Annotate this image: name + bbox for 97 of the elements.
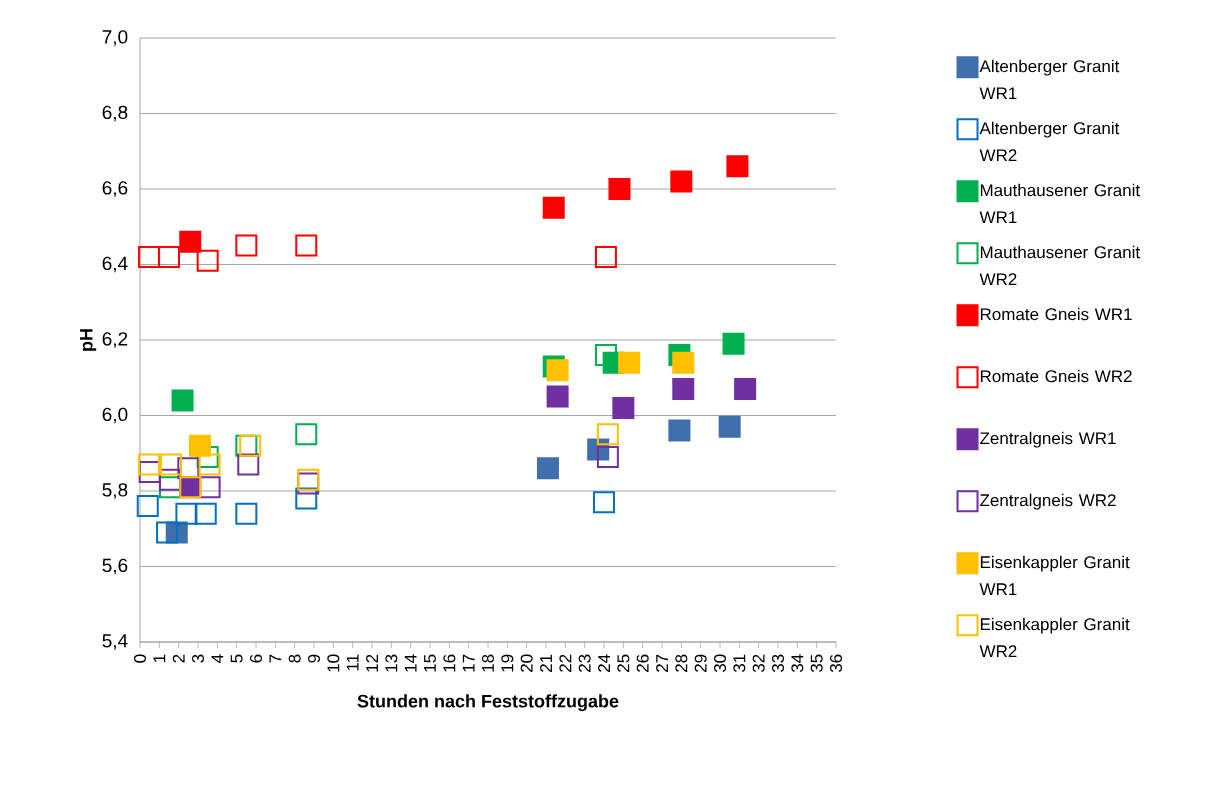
legend-label: Romate Gneis WR2: [980, 369, 1132, 383]
point: [734, 378, 757, 401]
x-tick-label: 13: [385, 654, 398, 672]
point: [542, 196, 565, 219]
point: [596, 423, 619, 446]
y-tick-label: 6,0: [102, 407, 128, 424]
point: [672, 351, 695, 374]
x-tick-label: 1: [153, 654, 166, 663]
x-tick-label: 29: [694, 654, 707, 672]
point: [237, 453, 260, 476]
x-tick-label: 7: [269, 654, 282, 663]
x-tick-label: 14: [404, 654, 417, 672]
point: [158, 245, 181, 268]
point: [670, 170, 693, 193]
point: [718, 415, 741, 438]
point: [235, 502, 258, 525]
point: [546, 385, 569, 408]
point: [594, 344, 617, 367]
x-tick-label: 18: [481, 654, 495, 672]
x-tick-label: 33: [771, 654, 785, 673]
x-tick-label: 4: [211, 654, 224, 663]
x-tick-label: 12: [366, 654, 378, 672]
x-tick-label: 24: [598, 654, 610, 672]
x-tick-label: 19: [501, 654, 514, 672]
point: [536, 457, 559, 480]
point: [608, 177, 631, 200]
point: [612, 396, 635, 419]
point: [295, 423, 318, 446]
y-tick-label: 7,0: [102, 30, 128, 46]
x-tick-label: 15: [424, 654, 436, 672]
point: [596, 446, 619, 469]
x-tick-label: 0: [133, 654, 147, 663]
point: [295, 234, 318, 257]
x-tick-label: 9: [307, 654, 321, 663]
legend-label: Zentralgneis WR2: [980, 493, 1116, 510]
x-axis-title: Stunden nach Feststoffzugabe: [357, 694, 619, 712]
point: [136, 495, 159, 518]
x-tick-label: 11: [346, 654, 359, 671]
point: [194, 502, 217, 525]
point: [198, 453, 221, 476]
point: [196, 249, 219, 272]
x-tick-label: 22: [559, 654, 572, 672]
point: [726, 155, 749, 178]
point: [138, 453, 161, 476]
point: [672, 378, 695, 401]
x-tick-label: 2: [172, 654, 185, 663]
legend-label: Altenberger Granit WR2: [979, 121, 1120, 162]
x-tick-label: 6: [249, 654, 263, 663]
x-tick-label: 8: [288, 654, 301, 663]
x-tick-label: 5: [230, 654, 243, 663]
point: [594, 245, 617, 268]
point: [618, 351, 641, 374]
x-tick-label: 28: [675, 654, 688, 672]
point: [295, 487, 318, 510]
x-tick-label: 31: [733, 654, 746, 673]
point: [171, 389, 194, 412]
legend-label: Eisenkappler Granit WR2: [979, 617, 1130, 658]
point: [156, 521, 179, 544]
x-tick-label: 30: [713, 654, 727, 673]
point: [722, 332, 745, 355]
x-tick-label: 21: [540, 654, 552, 672]
y-tick-label: 6,8: [102, 105, 128, 122]
point: [138, 245, 161, 268]
x-tick-label: 27: [656, 654, 668, 672]
point: [159, 453, 182, 476]
x-tick-label: 16: [443, 654, 456, 672]
y-tick-label: 5,6: [102, 558, 128, 575]
y-tick-label: 6,6: [102, 181, 128, 197]
x-tick-label: 34: [791, 654, 804, 673]
point: [235, 234, 258, 257]
x-tick-label: 3: [191, 654, 205, 663]
point: [668, 419, 691, 442]
point: [188, 434, 211, 457]
x-tick-label: 20: [520, 654, 533, 672]
legend-label: Mauthausener Granit WR2: [979, 245, 1140, 286]
point: [177, 457, 200, 480]
legend-label: Zentralgneis WR1: [980, 431, 1116, 448]
x-tick-label: 35: [810, 654, 823, 673]
y-tick-label: 6,4: [102, 256, 128, 273]
x-tick-label: 25: [617, 654, 630, 672]
legend-label: Eisenkappler Granit WR1: [979, 555, 1130, 596]
x-tick-label: 26: [636, 654, 649, 672]
legend-label: Mauthausener Granit WR1: [979, 183, 1140, 224]
x-tick-label: 36: [829, 654, 843, 673]
x-tick-label: 32: [752, 654, 765, 673]
legend-label: Romate Gneis WR1: [980, 307, 1132, 321]
legend-label: Altenberger Granit WR1: [979, 59, 1120, 100]
y-axis-title: pH: [80, 329, 97, 351]
y-tick-label: 5,4: [102, 634, 128, 650]
point: [179, 230, 202, 253]
x-tick-label: 17: [462, 654, 475, 672]
x-tick-label: 23: [578, 654, 591, 672]
x-tick-label: 10: [327, 654, 340, 672]
point: [593, 491, 616, 514]
y-tick-label: 5,8: [102, 483, 128, 499]
y-tick-label: 6,2: [102, 332, 128, 348]
point: [175, 502, 198, 525]
